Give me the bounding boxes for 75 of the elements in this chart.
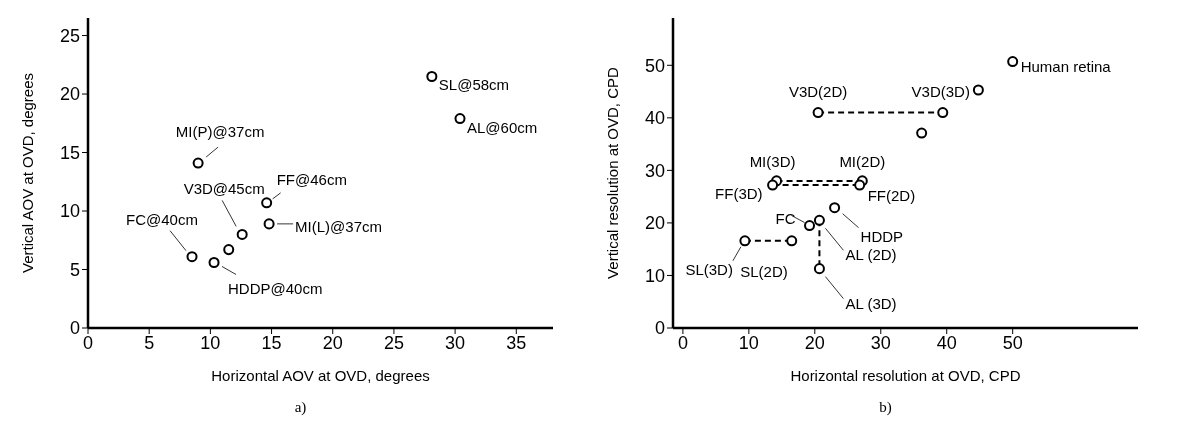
y-tick-label: 0: [69, 318, 80, 339]
annotation: SL@58cm: [438, 76, 510, 94]
point: [186, 251, 198, 263]
y-tick-label: 0: [654, 318, 665, 339]
annotation: MI(P)@37cm: [175, 123, 265, 141]
point: [192, 157, 204, 169]
point: [426, 70, 438, 82]
point: [854, 179, 866, 191]
annotation: HDDP@40cm: [228, 280, 323, 298]
annotation: FF(3D): [715, 185, 763, 203]
x-tick-label: 50: [1002, 332, 1023, 353]
x-tick-label: 25: [383, 332, 404, 353]
x-tick-label: 20: [322, 332, 343, 353]
x-tick-label: 0: [82, 332, 94, 353]
point: [261, 197, 273, 209]
x-tick-label: 15: [261, 332, 282, 353]
x-axis-title: Horizontal resolution at OVD, CPD: [790, 367, 1021, 384]
y-tick-label: 10: [644, 265, 665, 286]
point: [916, 127, 928, 139]
y-tick-label: 20: [644, 213, 665, 234]
annotation: FC@40cm: [126, 210, 198, 228]
point: [263, 218, 275, 230]
annotation: FF(2D): [867, 187, 916, 205]
x-tick-label: 30: [870, 332, 891, 353]
y-tick-label: 15: [59, 142, 80, 163]
annotation: SL(3D): [685, 260, 733, 278]
point: [739, 235, 751, 247]
point: [1007, 56, 1019, 68]
annotation: V3D@45cm: [183, 180, 265, 198]
annotation: HDDP: [860, 227, 904, 245]
x-tick-label: 10: [738, 332, 759, 353]
annotation: MI(3D): [749, 152, 796, 170]
y-tick-label: 5: [69, 259, 80, 280]
y-tick-label: 50: [644, 55, 665, 76]
point: [208, 256, 220, 268]
point: [813, 214, 825, 226]
x-tick-label: 35: [506, 332, 527, 353]
x-axis-title: Horizontal AOV at OVD, degrees: [211, 367, 430, 384]
y-axis-title: Vertical resolution at OVD, CPD: [604, 66, 622, 279]
point: [236, 228, 248, 240]
annotation: AL@60cm: [467, 118, 538, 136]
annotation: MI(L)@37cm: [295, 217, 383, 235]
x-tick-label: 10: [200, 332, 221, 353]
x-tick-label: 40: [936, 332, 957, 353]
point: [767, 179, 779, 191]
point: [786, 235, 798, 247]
point: [812, 107, 824, 119]
x-tick-label: 30: [445, 332, 466, 353]
point: [937, 107, 949, 119]
y-tick-label: 30: [644, 160, 665, 181]
annotation: FC: [775, 209, 796, 227]
point: [454, 113, 466, 125]
y-tick-label: 10: [59, 201, 80, 222]
point: [813, 263, 825, 275]
annotation: Human retina: [1020, 57, 1112, 75]
point: [804, 220, 816, 232]
y-tick-label: 25: [59, 25, 80, 46]
annotation: V3D(2D): [788, 82, 848, 100]
x-tick-label: 20: [804, 332, 825, 353]
annotation: MI(2D): [839, 152, 886, 170]
text: b): [878, 399, 893, 416]
x-tick-label: 0: [677, 332, 688, 353]
annotation: AL (2D): [845, 246, 897, 264]
point: [829, 202, 841, 214]
y-axis-title: Vertical AOV at OVD, degrees: [19, 72, 37, 274]
point: [223, 244, 235, 256]
annotation: SL(2D): [740, 262, 788, 280]
y-tick-label: 20: [59, 84, 80, 105]
annotation: AL (3D): [845, 294, 897, 312]
annotation: FF@46cm: [276, 170, 347, 188]
x-tick-label: 5: [144, 332, 155, 353]
annotation: V3D(3D): [911, 82, 970, 100]
text: a): [293, 399, 308, 416]
y-tick-label: 40: [644, 108, 665, 129]
point: [972, 84, 984, 96]
